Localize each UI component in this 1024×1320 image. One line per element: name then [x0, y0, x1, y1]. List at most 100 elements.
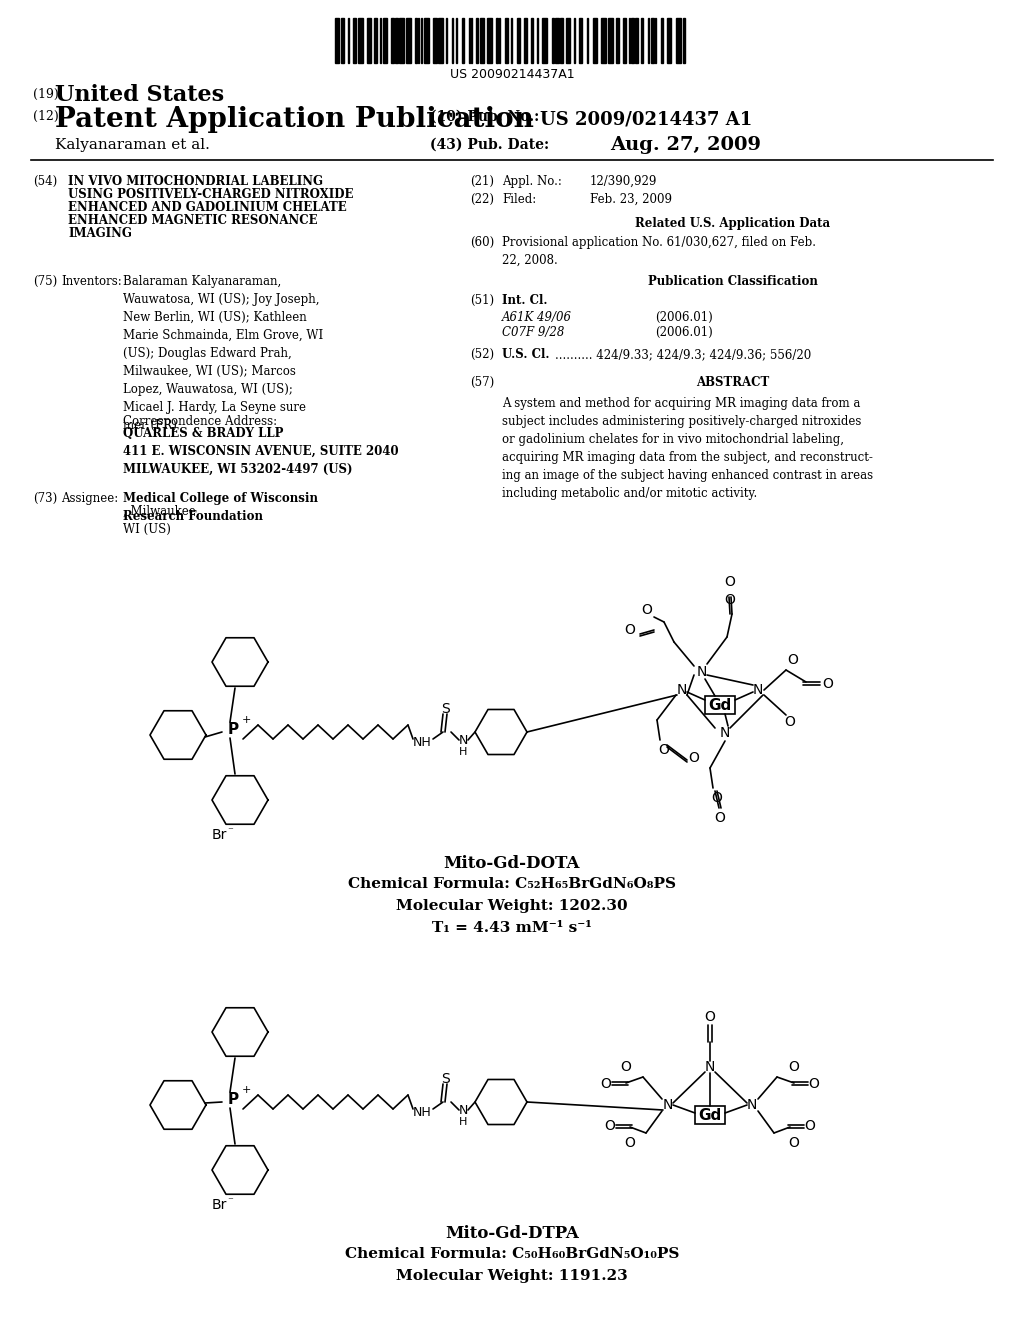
Text: O: O [809, 1077, 819, 1092]
Bar [374, 18, 377, 63]
Bar [651, 18, 653, 63]
Bar [487, 18, 492, 63]
Text: Mito-Gd-DTPA: Mito-Gd-DTPA [445, 1225, 579, 1242]
Bar [424, 18, 429, 63]
Bar [624, 18, 626, 63]
Text: N: N [459, 1104, 468, 1117]
Text: Balaraman Kalyanaraman,
Wauwatosa, WI (US); Joy Joseph,
New Berlin, WI (US); Kat: Balaraman Kalyanaraman, Wauwatosa, WI (U… [123, 275, 324, 432]
Text: O: O [688, 751, 699, 766]
Text: O: O [600, 1077, 611, 1092]
Text: +: + [242, 715, 251, 725]
Text: ⁻: ⁻ [227, 1196, 232, 1206]
Text: (43) Pub. Date:: (43) Pub. Date: [430, 139, 549, 152]
Bar [456, 18, 457, 63]
Bar [593, 18, 597, 63]
Text: (51): (51) [470, 294, 495, 308]
Bar [552, 18, 554, 63]
Text: (2006.01): (2006.01) [655, 326, 713, 339]
Text: Publication Classification: Publication Classification [647, 275, 817, 288]
Bar [676, 18, 681, 63]
Bar [453, 18, 454, 63]
Text: Appl. No.:: Appl. No.: [502, 176, 562, 187]
Bar [523, 18, 527, 63]
Text: ENHANCED MAGNETIC RESONANCE: ENHANCED MAGNETIC RESONANCE [68, 214, 317, 227]
Text: Correspondence Address:: Correspondence Address: [123, 414, 278, 428]
Bar [352, 18, 356, 63]
Bar [395, 18, 398, 63]
Bar [543, 18, 547, 63]
Text: (52): (52) [470, 348, 495, 360]
Text: USING POSITIVELY-CHARGED NITROXIDE: USING POSITIVELY-CHARGED NITROXIDE [68, 187, 353, 201]
Bar [383, 18, 386, 63]
Text: (22): (22) [470, 193, 494, 206]
Text: Aug. 27, 2009: Aug. 27, 2009 [610, 136, 761, 154]
Text: Chemical Formula: C₅₂H₆₅BrGdN₆O₈PS: Chemical Formula: C₅₂H₆₅BrGdN₆O₈PS [348, 876, 676, 891]
Text: Feb. 23, 2009: Feb. 23, 2009 [590, 193, 672, 206]
Bar [667, 18, 672, 63]
Text: (19): (19) [33, 88, 58, 102]
Bar [438, 18, 442, 63]
Text: P: P [227, 722, 239, 738]
Text: Molecular Weight: 1191.23: Molecular Weight: 1191.23 [396, 1269, 628, 1283]
Bar [505, 18, 508, 63]
Text: Gd: Gd [698, 1107, 722, 1122]
Text: Int. Cl.: Int. Cl. [502, 294, 548, 308]
Bar [391, 18, 393, 63]
Bar [462, 18, 464, 63]
Text: Inventors:: Inventors: [61, 275, 122, 288]
Bar [415, 18, 417, 63]
Bar [335, 18, 339, 63]
Bar [655, 18, 656, 63]
Text: Related U.S. Application Data: Related U.S. Application Data [635, 216, 830, 230]
Text: C07F 9/28: C07F 9/28 [502, 326, 564, 339]
Text: S: S [441, 702, 451, 715]
Bar [660, 18, 664, 63]
Bar [407, 18, 412, 63]
Text: (10) Pub. No.:: (10) Pub. No.: [430, 110, 540, 124]
Text: (2006.01): (2006.01) [655, 312, 713, 323]
Bar [367, 18, 372, 63]
Bar [629, 18, 630, 63]
Text: .......... 424/9.33; 424/9.3; 424/9.36; 556/20: .......... 424/9.33; 424/9.3; 424/9.36; … [555, 348, 811, 360]
Text: O: O [725, 593, 735, 607]
Bar [418, 18, 420, 63]
Text: O: O [822, 677, 834, 690]
Text: N: N [459, 734, 468, 747]
Text: O: O [658, 743, 670, 756]
Text: O: O [715, 810, 725, 825]
Text: 12/390,929: 12/390,929 [590, 176, 657, 187]
Bar [399, 18, 404, 63]
Bar [499, 18, 500, 63]
Bar [446, 18, 447, 63]
Text: (73): (73) [33, 492, 57, 506]
Text: O: O [642, 603, 652, 616]
Bar [358, 18, 364, 63]
Bar [471, 18, 472, 63]
Text: Filed:: Filed: [502, 193, 537, 206]
Bar [480, 18, 483, 63]
Text: Mito-Gd-DOTA: Mito-Gd-DOTA [443, 855, 581, 873]
Text: NH: NH [413, 1106, 432, 1118]
Bar [421, 18, 422, 63]
Text: Chemical Formula: C₅₀H₆₀BrGdN₅O₁₀PS: Chemical Formula: C₅₀H₆₀BrGdN₅O₁₀PS [345, 1247, 679, 1261]
Text: N: N [663, 1098, 673, 1111]
Text: T₁ = 4.43 mM⁻¹ s⁻¹: T₁ = 4.43 mM⁻¹ s⁻¹ [432, 921, 592, 935]
Text: United States: United States [55, 84, 224, 106]
Text: N: N [753, 682, 763, 697]
Bar [587, 18, 588, 63]
Text: Patent Application Publication: Patent Application Publication [55, 106, 534, 133]
Bar [601, 18, 605, 63]
Bar [380, 18, 381, 63]
Text: N: N [677, 682, 687, 697]
Text: ⁻: ⁻ [227, 826, 232, 836]
Text: Kalyanaraman et al.: Kalyanaraman et al. [55, 139, 210, 152]
Text: N: N [696, 665, 708, 678]
Text: O: O [805, 1119, 815, 1133]
Bar [648, 18, 649, 63]
Text: , Milwaukee,
WI (US): , Milwaukee, WI (US) [123, 506, 200, 536]
Text: NH: NH [413, 735, 432, 748]
Bar [516, 18, 520, 63]
Bar [574, 18, 575, 63]
Bar [511, 18, 512, 63]
Text: A system and method for acquiring MR imaging data from a
subject includes admini: A system and method for acquiring MR ima… [502, 397, 873, 500]
